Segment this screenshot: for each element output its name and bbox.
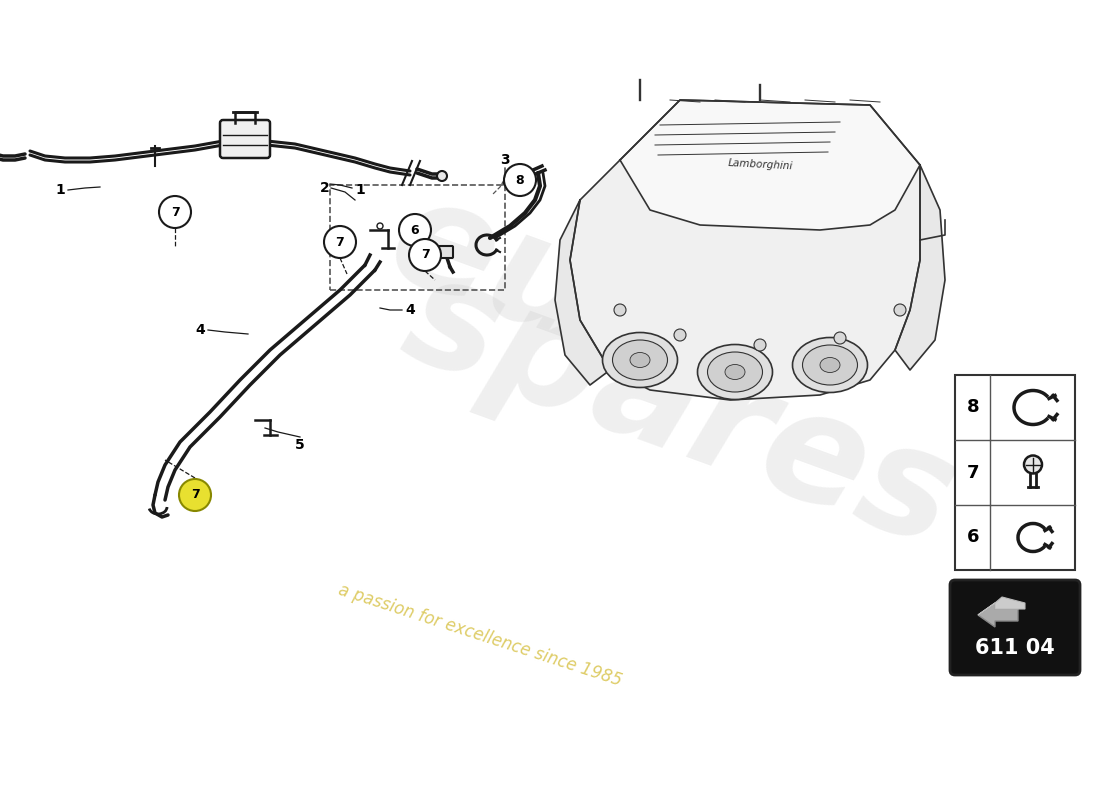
Polygon shape — [978, 597, 1025, 615]
Text: 7: 7 — [190, 489, 199, 502]
Text: spares: spares — [385, 242, 975, 578]
Text: 7: 7 — [420, 249, 429, 262]
Text: euro: euro — [370, 163, 790, 437]
FancyBboxPatch shape — [220, 120, 270, 158]
FancyBboxPatch shape — [955, 375, 1075, 570]
Ellipse shape — [707, 352, 762, 392]
Polygon shape — [620, 100, 920, 230]
Text: 6: 6 — [410, 223, 419, 237]
Text: 6: 6 — [967, 529, 979, 546]
Circle shape — [399, 214, 431, 246]
Text: 1: 1 — [55, 183, 65, 197]
Text: 4: 4 — [195, 323, 205, 337]
Text: 611 04: 611 04 — [975, 638, 1055, 658]
Text: 1: 1 — [355, 183, 365, 197]
Text: Lamborghini: Lamborghini — [727, 158, 793, 172]
Circle shape — [1024, 455, 1042, 474]
Ellipse shape — [697, 345, 772, 399]
Circle shape — [504, 164, 536, 196]
Text: 7: 7 — [170, 206, 179, 218]
Text: a passion for excellence since 1985: a passion for excellence since 1985 — [336, 581, 624, 690]
Circle shape — [754, 339, 766, 351]
Text: 5: 5 — [295, 438, 305, 452]
Ellipse shape — [820, 358, 840, 373]
Ellipse shape — [437, 171, 447, 181]
Ellipse shape — [613, 340, 668, 380]
Polygon shape — [978, 603, 1018, 627]
Text: 8: 8 — [516, 174, 525, 186]
Circle shape — [179, 479, 211, 511]
Text: 2: 2 — [320, 181, 330, 195]
FancyBboxPatch shape — [950, 580, 1080, 675]
FancyBboxPatch shape — [439, 246, 453, 258]
Circle shape — [377, 223, 383, 229]
Text: 7: 7 — [336, 235, 344, 249]
Circle shape — [409, 239, 441, 271]
Text: 7: 7 — [967, 463, 979, 482]
Ellipse shape — [803, 345, 858, 385]
Circle shape — [614, 304, 626, 316]
Polygon shape — [556, 200, 610, 385]
Ellipse shape — [725, 365, 745, 379]
Ellipse shape — [792, 338, 868, 393]
Ellipse shape — [630, 353, 650, 367]
Circle shape — [834, 332, 846, 344]
Text: 3: 3 — [500, 153, 509, 167]
Polygon shape — [895, 165, 945, 370]
Circle shape — [674, 329, 686, 341]
Ellipse shape — [603, 333, 678, 387]
Circle shape — [894, 304, 906, 316]
Polygon shape — [570, 100, 920, 400]
Circle shape — [324, 226, 356, 258]
Text: 4: 4 — [405, 303, 415, 317]
Circle shape — [160, 196, 191, 228]
Text: 8: 8 — [967, 398, 979, 417]
